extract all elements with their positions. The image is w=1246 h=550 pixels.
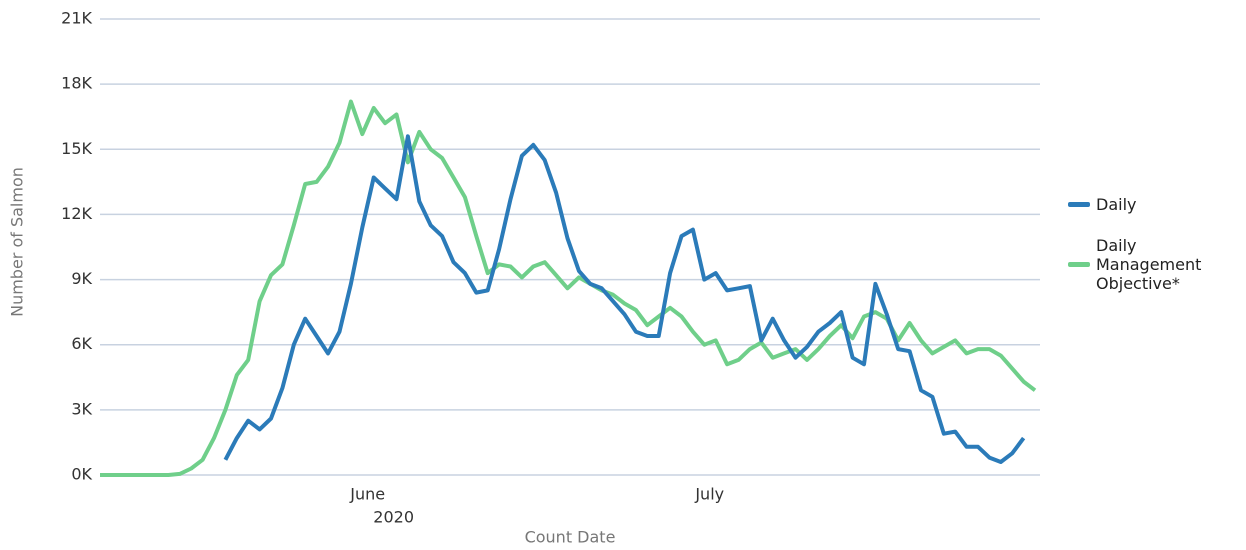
y-tick-label: 18K bbox=[61, 74, 92, 93]
x-tick-label: June bbox=[349, 485, 385, 504]
x-axis-label: Count Date bbox=[525, 528, 616, 547]
x-group-label: 2020 bbox=[373, 508, 414, 527]
y-tick-label: 15K bbox=[61, 139, 92, 158]
legend-swatch bbox=[1068, 262, 1090, 267]
legend-label: Daily bbox=[1096, 195, 1137, 214]
legend: Daily Daily Management Objective* bbox=[1068, 195, 1218, 315]
y-tick-label: 12K bbox=[61, 204, 92, 223]
legend-swatch bbox=[1068, 202, 1090, 207]
legend-label: Daily Management Objective* bbox=[1096, 236, 1202, 293]
y-tick-label: 21K bbox=[61, 9, 92, 28]
y-tick-label: 0K bbox=[71, 465, 92, 484]
y-tick-label: 6K bbox=[71, 334, 92, 353]
chart: Number of Salmon Count Date 0K 3K 6K 9K 12K 1… bbox=[8, 9, 1040, 547]
y-tick-label: 9K bbox=[71, 269, 92, 288]
legend-item[interactable]: Daily Management Objective* bbox=[1068, 236, 1218, 293]
series-line bbox=[223, 134, 1026, 464]
series-line bbox=[100, 99, 1037, 477]
y-axis-label: Number of Salmon bbox=[8, 167, 27, 317]
x-tick-label: July bbox=[694, 485, 724, 504]
legend-item[interactable]: Daily bbox=[1068, 195, 1218, 214]
y-tick-label: 3K bbox=[71, 399, 92, 418]
